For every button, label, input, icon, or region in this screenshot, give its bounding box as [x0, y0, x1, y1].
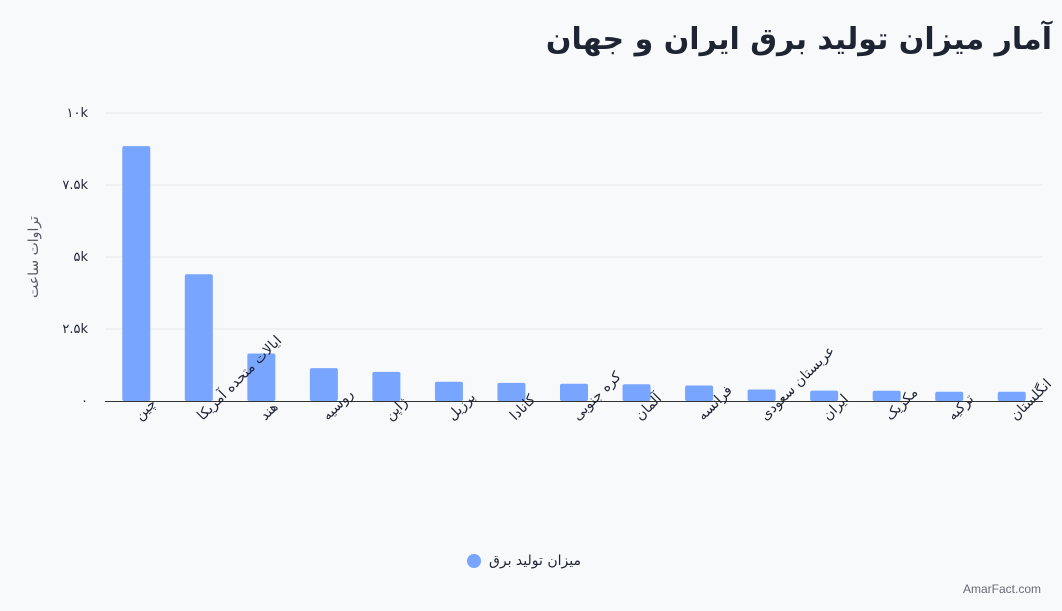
- bar[interactable]: [622, 384, 651, 401]
- grid-lines: [105, 112, 1043, 330]
- bar[interactable]: [372, 371, 401, 401]
- x-tick-label: هند: [257, 399, 282, 424]
- bar[interactable]: [184, 274, 213, 401]
- y-tick-label: ۱۰k: [67, 106, 89, 121]
- bar[interactable]: [685, 385, 714, 401]
- bar[interactable]: [872, 390, 901, 401]
- legend[interactable]: میزان تولید برق: [467, 553, 581, 569]
- bar[interactable]: [747, 389, 776, 401]
- y-tick-label: ۰: [81, 394, 88, 409]
- legend-label: میزان تولید برق: [489, 553, 581, 569]
- y-axis-ticks: ۰ ۲.۵k ۵k ۷.۵k ۱۰k: [62, 106, 88, 409]
- legend-marker: [467, 554, 481, 568]
- y-tick-label: ۲.۵k: [62, 322, 88, 337]
- bar[interactable]: [247, 353, 276, 401]
- y-tick-label: ۷.۵k: [62, 178, 88, 193]
- source-credit: AmarFact.com: [962, 582, 1041, 596]
- y-tick-label: ۵k: [73, 250, 88, 265]
- bar[interactable]: [497, 382, 526, 401]
- x-tick-label: مکزیک: [882, 385, 921, 424]
- chart-title: آمار میزان تولید برق ایران و جهان: [545, 22, 1052, 57]
- bar[interactable]: [560, 383, 588, 401]
- bar[interactable]: [122, 146, 151, 401]
- bar[interactable]: [810, 390, 839, 401]
- bar[interactable]: [309, 368, 338, 401]
- bar[interactable]: [434, 381, 463, 401]
- y-axis-title: تراوات ساعت: [26, 216, 42, 298]
- bar[interactable]: [935, 391, 964, 401]
- bar[interactable]: [997, 391, 1026, 401]
- bars: [122, 146, 1026, 401]
